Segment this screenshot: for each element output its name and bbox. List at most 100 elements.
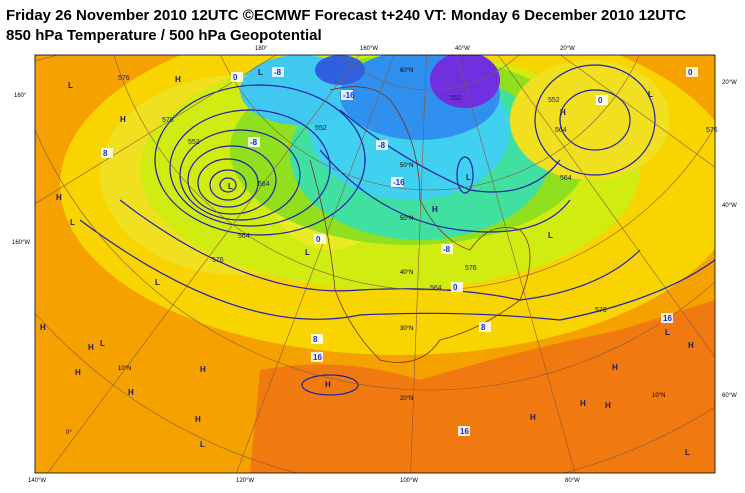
temperature-label-box <box>441 244 453 254</box>
temperature-label: 16 <box>460 427 469 436</box>
temperature-label: 0 <box>453 283 458 292</box>
pressure-center: H <box>175 75 181 84</box>
grid-label: 160°W <box>12 240 30 246</box>
grid-label: 20°N <box>400 396 413 402</box>
grid-label: 10°N <box>118 366 131 372</box>
pressure-center: H <box>605 401 611 410</box>
pressure-center: L <box>68 81 73 90</box>
grid-label: 60°W <box>722 393 737 399</box>
temperature-label-box <box>451 282 463 292</box>
pressure-center: H <box>75 368 81 377</box>
temperature-label-box <box>391 177 403 187</box>
temperature-label-box <box>596 95 608 105</box>
temperature-label: -8 <box>378 141 386 150</box>
temperature-label: 16 <box>663 314 672 323</box>
map-frame <box>34 54 716 474</box>
temperature-label-box <box>341 90 353 100</box>
temperature-label-box <box>479 322 491 332</box>
pressure-center: L <box>548 231 553 240</box>
temperature-label: 0 <box>598 96 603 105</box>
temperature-label: -8 <box>250 138 258 147</box>
grid-label: 60°N <box>400 68 413 74</box>
temperature-label-box <box>101 148 113 158</box>
grid-label: 120°W <box>236 478 254 484</box>
grid-label: 0° <box>66 430 72 436</box>
pressure-center: L <box>100 339 105 348</box>
temperature-label-box <box>231 72 243 82</box>
pressure-center: H <box>128 388 134 397</box>
grid-label: 40°W <box>455 46 470 52</box>
subtitle: 850 hPa Temperature / 500 hPa Geopotenti… <box>6 27 322 44</box>
grid-label: 140°W <box>28 478 46 484</box>
contour-label: 564 <box>430 285 442 292</box>
temperature-label: 8 <box>481 323 486 332</box>
contour-label: 576 <box>162 117 174 124</box>
pressure-center: H <box>612 363 618 372</box>
pressure-center: L <box>648 90 653 99</box>
pressure-center: L <box>228 182 233 191</box>
contour-label: 576 <box>706 127 718 134</box>
grid-label: 50°N <box>400 216 413 222</box>
temperature-label-box <box>248 137 260 147</box>
pressure-center: L <box>70 218 75 227</box>
pressure-center: L <box>258 68 263 77</box>
temperature-label: 8 <box>103 149 108 158</box>
grid-label: 50°N <box>400 163 413 169</box>
title: Friday 26 November 2010 12UTC ©ECMWF For… <box>6 7 686 24</box>
grid-label: 30°N <box>400 326 413 332</box>
temperature-label: 0 <box>233 73 238 82</box>
temperature-label: -8 <box>274 68 282 77</box>
contour-label: 552 <box>188 139 200 146</box>
pressure-center: H <box>688 341 694 350</box>
temperature-label-box <box>272 67 284 77</box>
temperature-label: 8 <box>313 335 318 344</box>
grid-label: 160° <box>14 93 27 99</box>
temperature-label-box <box>311 334 323 344</box>
contour-label: 552 <box>315 125 327 132</box>
pressure-center: L <box>685 448 690 457</box>
contour-label: 552 <box>548 97 560 104</box>
temperature-label: 16 <box>313 353 322 362</box>
contour-label: 576 <box>595 307 607 314</box>
pressure-center: H <box>580 399 586 408</box>
contour-label: 552 <box>450 95 462 102</box>
pressure-center: L <box>305 248 310 257</box>
grid-label: 10°N <box>652 393 665 399</box>
pressure-center: H <box>530 413 536 422</box>
pressure-center: H <box>40 323 46 332</box>
contour-label: 564 <box>258 181 270 188</box>
pressure-center: H <box>560 108 566 117</box>
temperature-label: 0 <box>316 235 321 244</box>
grid-label: 20°W <box>560 46 575 52</box>
temperature-label-box <box>661 313 673 323</box>
grid-label: 160°W <box>360 46 378 52</box>
temperature-label-box <box>376 140 388 150</box>
grid-label: 100°W <box>400 478 418 484</box>
grid-label: 80°W <box>565 478 580 484</box>
grid-label: 180° <box>255 46 268 52</box>
contour-label: 564 <box>238 233 250 240</box>
temperature-label-box <box>311 352 323 362</box>
temperature-label: 0 <box>688 68 693 77</box>
pressure-center: L <box>155 278 160 287</box>
grid-label: 40°N <box>400 270 413 276</box>
pressure-center: H <box>325 380 331 389</box>
pressure-center: L <box>466 173 471 182</box>
temperature-label-box <box>314 234 326 244</box>
contour-label: 564 <box>560 175 572 182</box>
pressure-center: H <box>432 205 438 214</box>
contour-label: 576 <box>465 265 477 272</box>
pressure-center: H <box>120 115 126 124</box>
pressure-center: L <box>665 328 670 337</box>
contour-label: 564 <box>555 127 567 134</box>
temperature-label: -8 <box>443 245 451 254</box>
contour-label: 576 <box>212 257 224 264</box>
temperature-label-box <box>686 67 698 77</box>
pressure-center: H <box>56 193 62 202</box>
temperature-label: -16 <box>343 91 355 100</box>
contour-label: 576 <box>118 75 130 82</box>
pressure-center: L <box>200 440 205 449</box>
temperature-label: -16 <box>393 178 405 187</box>
